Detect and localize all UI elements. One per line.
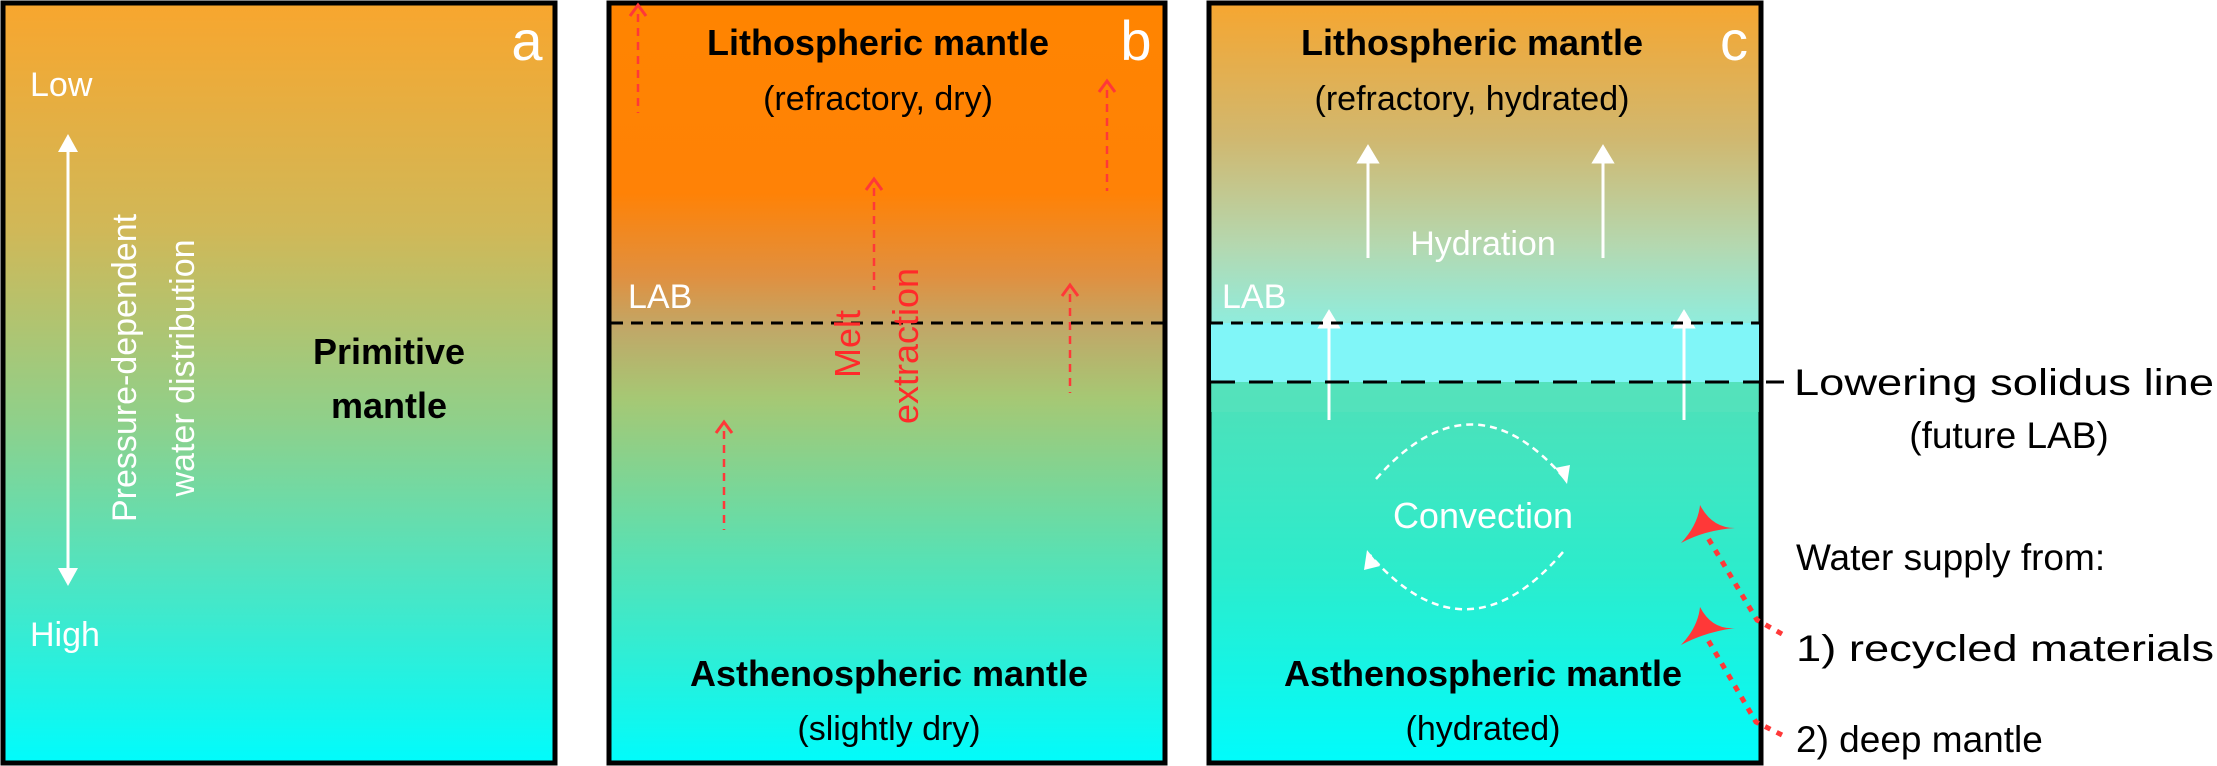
lithospheric-mantle-subtitle: (refractory, dry) — [763, 80, 993, 118]
lab-label-c: LAB — [1222, 278, 1286, 316]
double-arrow-icon — [58, 134, 78, 586]
panel-a-frame — [0, 0, 558, 766]
hydration-label: Hydration — [1410, 225, 1556, 263]
panel-c: c Lithospheric mantle (refractory, hydra… — [1206, 0, 1764, 766]
panel-b-letter: b — [1120, 9, 1151, 72]
solidus-label: Lowering solidus line — [1794, 362, 2214, 403]
source-recycled-materials: 1) recycled materials — [1796, 628, 2214, 669]
water-supply-label: Water supply from: — [1796, 537, 2105, 578]
melt-label: Melt — [827, 310, 868, 378]
lab-label-b: LAB — [628, 278, 692, 316]
extraction-label: extraction — [885, 268, 926, 424]
lithospheric-mantle-title: Lithospheric mantle — [707, 22, 1049, 63]
convection-label: Convection — [1393, 495, 1573, 536]
panel-a: a Low Pressure-dependent water distribut… — [0, 0, 558, 766]
future-lab-label: (future LAB) — [1909, 415, 2108, 456]
annotations: Lowering solidus line (future LAB) Water… — [1766, 362, 2214, 760]
panel-c-letter: c — [1720, 9, 1748, 72]
primitive-mantle-line2: mantle — [331, 385, 447, 426]
panel-b: b Lithospheric mantle (refractory, dry) … — [606, 0, 1168, 766]
axis-label-line2: water distribution — [164, 239, 202, 497]
high-label: High — [30, 616, 100, 654]
red-dotted-arrow-icon — [1705, 638, 1784, 738]
melt-extraction-arrows — [636, 14, 1109, 530]
asthenospheric-mantle-title-c: Asthenospheric mantle — [1284, 653, 1682, 694]
asthenospheric-mantle-subtitle-c: (hydrated) — [1406, 710, 1561, 748]
red-dotted-arrow-icon — [1705, 536, 1784, 637]
hydrated-band — [1211, 323, 1759, 382]
water-supply-arrows — [1681, 505, 1784, 738]
panel-a-letter: a — [511, 9, 543, 72]
lithospheric-mantle-title-c: Lithospheric mantle — [1301, 22, 1643, 63]
convection-arrows-icon — [1369, 423, 1566, 611]
low-label: Low — [30, 66, 93, 104]
axis-label-line1: Pressure-dependent — [106, 213, 144, 522]
panel-b-frame — [606, 0, 1168, 766]
asthenospheric-mantle-subtitle: (slightly dry) — [797, 710, 980, 748]
asthenospheric-mantle-title: Asthenospheric mantle — [690, 653, 1088, 694]
lithospheric-mantle-subtitle-c: (refractory, hydrated) — [1315, 80, 1630, 118]
source-deep-mantle: 2) deep mantle — [1796, 719, 2043, 760]
primitive-mantle-line1: Primitive — [313, 331, 465, 372]
